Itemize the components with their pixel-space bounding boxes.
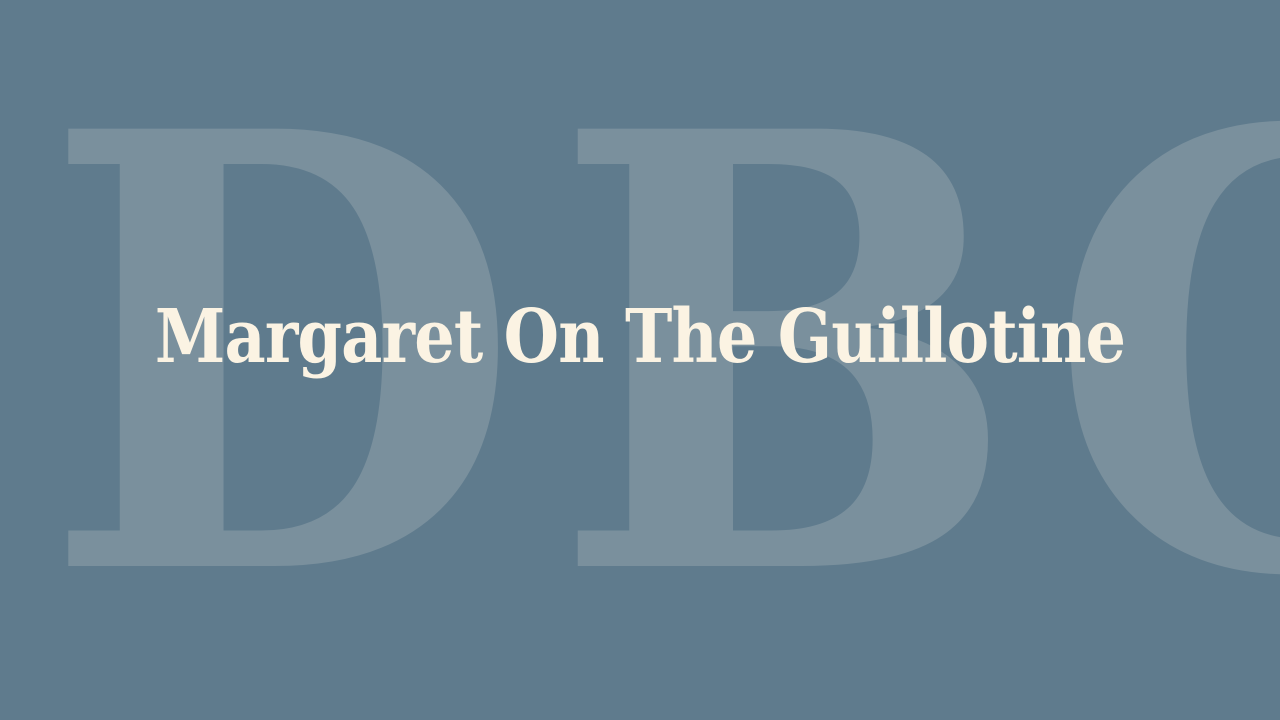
episode-title: Margaret On The Guillotine — [154, 294, 1126, 380]
dbc-watermark-logo: D B C — [22, 3, 1280, 708]
watermark-letter-c: C — [1048, 56, 1280, 656]
watermark-letter-d: D — [42, 3, 521, 708]
watermark-letter-b: B — [552, 3, 1019, 708]
